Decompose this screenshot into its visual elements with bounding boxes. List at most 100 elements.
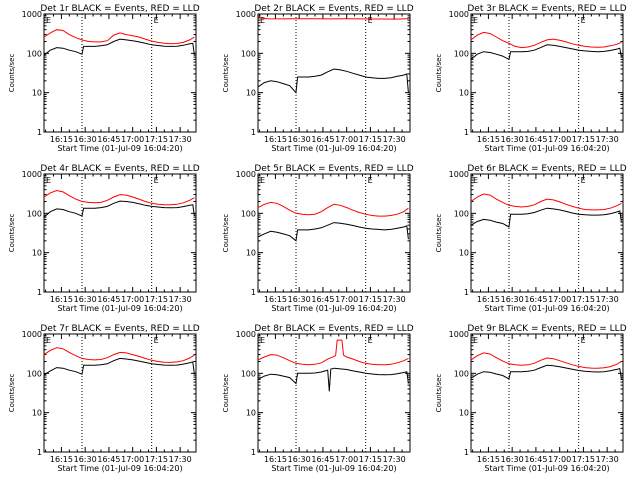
x-tick-label: 16:30 [74, 295, 97, 304]
y-tick-label: 1000 [449, 10, 469, 19]
x-tick-label: 17:30 [169, 135, 192, 144]
plot-frame [257, 333, 411, 453]
y-tick-label: 1000 [449, 330, 469, 339]
y-tick-label: 1000 [236, 10, 256, 19]
y-tick-label: 100 [454, 49, 469, 58]
y-tick-label: 1 [251, 128, 256, 137]
x-tick-label: 16:45 [97, 295, 120, 304]
x-tick-label: 17:30 [596, 455, 619, 464]
x-tick-label: 17:30 [383, 295, 406, 304]
x-tick-label: 16:30 [74, 455, 97, 464]
y-tick-label: 100 [454, 209, 469, 218]
x-tick-label: 17:00 [121, 295, 144, 304]
chart-title: Det 5r BLACK = Events, RED = LLD [254, 164, 413, 174]
marker-label: E [581, 16, 586, 25]
marker-label: E [46, 176, 51, 185]
x-tick-label: 16:45 [524, 295, 547, 304]
y-tick-label: 10 [32, 89, 42, 98]
plot-frame [43, 333, 197, 453]
x-tick-label: 17:30 [169, 295, 192, 304]
marker-label: E [581, 176, 586, 185]
marker-label: E [473, 176, 478, 185]
x-tick-label: 17:30 [383, 135, 406, 144]
y-axis-label: Counts/sec [435, 214, 443, 253]
detector-panel: Det 7r BLACK = Events, RED = LLD 1 10 100 10… [8, 324, 200, 473]
marker-label: E [46, 336, 51, 345]
x-tick-label: 16:15 [477, 295, 500, 304]
plot-frame [470, 333, 624, 453]
x-axis-label: Start Time (01-Jul-09 16:04:20) [57, 304, 182, 313]
x-tick-label: 16:15 [50, 135, 73, 144]
detector-panel: Det 3r BLACK = Events, RED = LLD 1 10 100 10… [435, 4, 627, 153]
y-tick-label: 100 [241, 49, 256, 58]
marker-label: E [473, 336, 478, 345]
marker-label: E [260, 16, 265, 25]
y-tick-label: 1000 [236, 170, 256, 179]
detector-panel: Det 4r BLACK = Events, RED = LLD 1 10 100 10… [8, 164, 200, 313]
y-tick-label: 1000 [22, 170, 42, 179]
marker-label: E [368, 176, 373, 185]
series-line-lld [257, 201, 409, 217]
y-tick-label: 1 [251, 288, 256, 297]
y-tick-label: 100 [27, 369, 42, 378]
x-tick-label: 17:15 [572, 455, 595, 464]
y-tick-label: 1 [464, 448, 469, 457]
y-tick-label: 10 [246, 89, 256, 98]
x-tick-label: 16:30 [288, 295, 311, 304]
x-tick-label: 17:30 [596, 135, 619, 144]
y-axis-label: Counts/sec [435, 54, 443, 93]
y-axis-label: Counts/sec [222, 214, 230, 253]
marker-label: E [154, 336, 159, 345]
series-line-lld [470, 352, 622, 369]
plot-frame [43, 173, 197, 293]
x-tick-label: 17:30 [169, 455, 192, 464]
series-line-events [257, 367, 409, 392]
x-tick-label: 16:45 [524, 135, 547, 144]
y-axis-label: Counts/sec [435, 374, 443, 413]
x-tick-label: 17:15 [359, 455, 382, 464]
x-tick-label: 17:15 [145, 295, 168, 304]
x-tick-label: 17:00 [548, 295, 571, 304]
y-tick-label: 1000 [22, 10, 42, 19]
x-tick-label: 17:00 [121, 455, 144, 464]
x-tick-label: 17:15 [145, 135, 168, 144]
series-line-lld [43, 29, 195, 45]
detector-panel: Det 9r BLACK = Events, RED = LLD 1 10 100 10… [435, 324, 627, 473]
x-tick-label: 17:00 [548, 455, 571, 464]
detector-panel: Det 1r BLACK = Events, RED = LLD 1 10 100 10… [8, 4, 200, 153]
x-tick-label: 17:15 [359, 135, 382, 144]
x-axis-label: Start Time (01-Jul-09 16:04:20) [271, 464, 396, 473]
plot-frame [43, 13, 197, 133]
x-tick-label: 16:15 [264, 455, 287, 464]
marker-label: E [260, 336, 265, 345]
x-tick-label: 16:30 [288, 455, 311, 464]
x-tick-label: 17:30 [383, 455, 406, 464]
marker-label: E [368, 336, 373, 345]
x-tick-label: 16:45 [311, 455, 334, 464]
x-tick-label: 16:45 [97, 455, 120, 464]
x-tick-label: 16:45 [311, 135, 334, 144]
chart-title: Det 8r BLACK = Events, RED = LLD [254, 324, 413, 334]
series-line-lld [43, 189, 195, 206]
y-tick-label: 1 [37, 128, 42, 137]
y-tick-label: 1 [251, 448, 256, 457]
plot-frame [470, 173, 624, 293]
detector-panel: Det 5r BLACK = Events, RED = LLD 1 10 100 10… [222, 164, 414, 313]
x-axis-label: Start Time (01-Jul-09 16:04:20) [484, 464, 609, 473]
x-tick-label: 16:15 [50, 455, 73, 464]
x-axis-label: Start Time (01-Jul-09 16:04:20) [271, 144, 396, 153]
x-tick-label: 16:30 [501, 295, 524, 304]
x-tick-label: 17:00 [335, 295, 358, 304]
y-tick-label: 100 [454, 369, 469, 378]
series-line-lld [257, 339, 409, 366]
y-tick-label: 10 [246, 249, 256, 258]
y-tick-label: 1000 [22, 330, 42, 339]
y-tick-label: 1 [464, 128, 469, 137]
plot-frame [257, 13, 411, 133]
x-axis-label: Start Time (01-Jul-09 16:04:20) [271, 304, 396, 313]
y-axis-label: Counts/sec [222, 374, 230, 413]
series-line-events [43, 200, 195, 218]
series-line-events [470, 207, 622, 228]
series-line-lld [470, 193, 622, 211]
